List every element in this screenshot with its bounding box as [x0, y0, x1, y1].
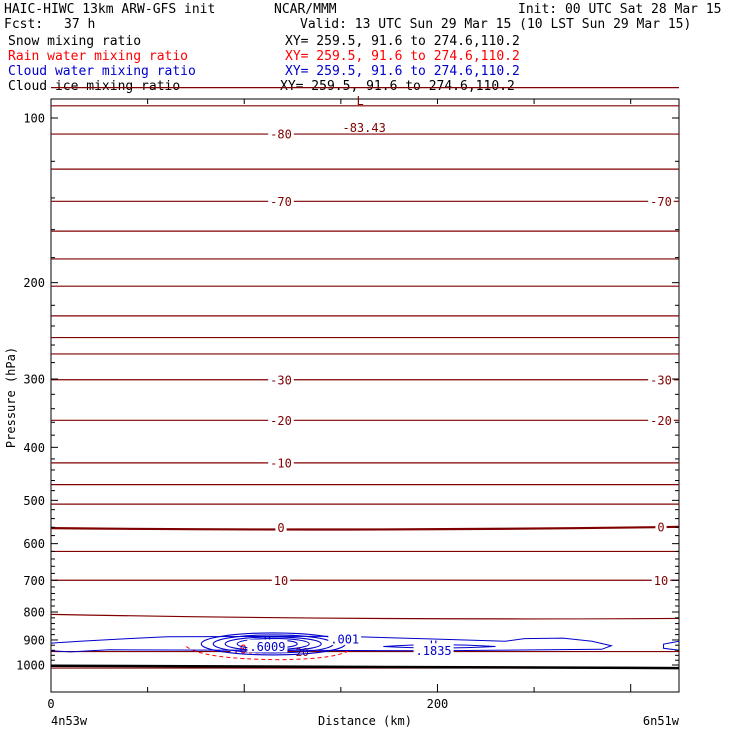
isotherm-label-10-a-bg — [271, 573, 291, 587]
field-xy-rain: XY= 259.5, 91.6 to 274.6,110.2 — [285, 49, 520, 64]
temperature-min-value: -83.43 — [342, 121, 385, 135]
isotherm-label--70-a-bg — [268, 194, 294, 208]
x-start-label: 4n53w — [51, 714, 88, 728]
isotherm-label-10-a: 10 — [274, 574, 288, 588]
field-xy-cloud-ice: XY= 259.5, 91.6 to 274.6,110.2 — [280, 79, 515, 94]
isotherm-label-10-b: 10 — [654, 574, 668, 588]
isotherm-label--80-a: -80 — [270, 128, 292, 142]
isotherm-label--20-a: -20 — [270, 414, 292, 428]
y-tick-label-500: 500 — [23, 494, 45, 508]
cloud-water-contour-label-bg — [328, 631, 362, 645]
y-tick-label-200: 200 — [23, 276, 45, 290]
isotherm-label-0-b: 0 — [657, 520, 664, 534]
forecast-label: Fcst: — [4, 17, 44, 32]
init-time: Init: 00 UTC Sat 28 Mar 15 — [518, 2, 722, 17]
isotherm-label--70-b-bg — [648, 194, 674, 208]
cloud-water-max2-value-bg — [413, 643, 454, 657]
isotherm-label--20-b-bg — [648, 413, 674, 427]
isotherm-label--80-a-bg — [268, 127, 294, 141]
y-tick-label-1000: 1000 — [16, 659, 45, 673]
isotherm-label--70-a: -70 — [270, 195, 292, 209]
field-name-rain: Rain water mixing ratio — [8, 49, 189, 64]
org-label: NCAR/MMM — [274, 2, 337, 17]
isotherm-label-0-a: 0 — [277, 521, 284, 535]
temperature-min-value-bg — [340, 120, 388, 134]
y-tick-label-300: 300 — [23, 372, 45, 386]
field-name-snow: Snow mixing ratio — [8, 34, 142, 49]
isotherm-label--10-a-bg — [268, 455, 294, 469]
cloud-water-edge-contour — [663, 640, 680, 651]
valid-time: Valid: 13 UTC Sun 29 Mar 15 (10 LST Sun … — [300, 17, 692, 32]
isotherm-16 — [50, 525, 680, 531]
isotherm-label--30-a: -30 — [270, 373, 292, 387]
isotherm-label-10-b-bg — [651, 573, 671, 587]
isotherm-label--20-b: -20 — [650, 414, 672, 428]
cloud-water-max-value-bg — [247, 639, 288, 653]
cloud-water-contour-label: .001 — [330, 632, 359, 646]
rain-water-contour — [185, 646, 351, 661]
y-tick-label-700: 700 — [23, 574, 45, 588]
y-tick-label-600: 600 — [23, 537, 45, 551]
field-name-cloud-water: Cloud water mixing ratio — [8, 64, 196, 79]
isotherm-19 — [50, 613, 680, 620]
plot-frame — [50, 98, 680, 693]
ground-line — [50, 664, 680, 670]
y-tick-label-900: 900 — [23, 633, 45, 647]
x-axis-title: Distance (km) — [318, 714, 412, 728]
field-name-cloud-ice: Cloud ice mixing ratio — [8, 79, 181, 94]
temperature-min-marker: L — [357, 94, 364, 108]
y-tick-label-400: 400 — [23, 441, 45, 455]
isotherm-label--30-a-bg — [268, 372, 294, 386]
isotherm-label-0-b-bg — [655, 519, 667, 533]
isotherm-label--10-a: -10 — [270, 456, 292, 470]
isotherm-label--30-b: -30 — [650, 373, 672, 387]
forecast-hour: 37 h — [64, 17, 96, 32]
field-xy-cloud-water: XY= 259.5, 91.6 to 274.6,110.2 — [285, 64, 520, 79]
isotherm-label--20-a-bg — [268, 413, 294, 427]
y-tick-label-100: 100 — [23, 112, 45, 126]
y-tick-label-800: 800 — [23, 605, 45, 619]
x-tick-label-200: 200 — [427, 697, 449, 711]
cloud-water-outer-contour — [50, 635, 614, 653]
cloud-water-max2-value: .1835 — [416, 644, 452, 658]
isotherm-label-0-a-bg — [275, 520, 287, 534]
y-axis-title: Pressure (hPa) — [4, 347, 18, 448]
cloud-water-max-value: .6009 — [249, 640, 285, 654]
isotherm-label--30-b-bg — [648, 372, 674, 386]
field-xy-snow: XY= 259.5, 91.6 to 274.6,110.2 — [285, 34, 520, 49]
x-tick-label-0: 0 — [47, 697, 54, 711]
model-title: HAIC-HIWC 13km ARW-GFS init — [4, 2, 216, 17]
isotherm-label--70-b: -70 — [650, 195, 672, 209]
x-end-label: 6n51w — [643, 714, 680, 728]
